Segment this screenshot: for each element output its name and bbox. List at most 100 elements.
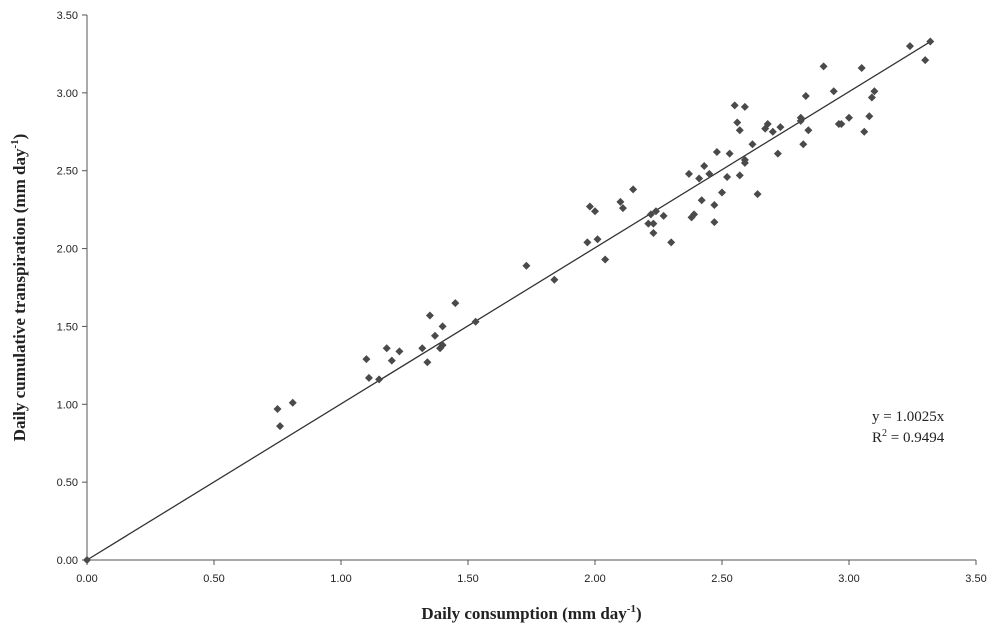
r-squared-prefix: R	[872, 430, 882, 446]
x-tick-label: 3.00	[838, 573, 859, 585]
data-point	[382, 344, 391, 353]
data-point	[425, 311, 434, 320]
ticks: 0.00 0.50 1.00 1.50 2.00 2.50 3.00 3.50 0.00 0.50…	[57, 10, 987, 585]
data-point	[616, 197, 625, 206]
y-axis-title: Daily cumulative transpiration (mm day-1…	[9, 134, 29, 442]
trendline-equation: y = 1.0025x	[872, 409, 945, 425]
data-point	[763, 120, 772, 128]
data-point	[870, 87, 879, 96]
data-point	[857, 63, 866, 72]
data-point	[700, 162, 709, 171]
y-tick-label: 1.00	[57, 399, 78, 411]
data-point	[710, 200, 719, 209]
x-tick-label: 3.50	[965, 573, 986, 585]
data-point	[667, 238, 676, 247]
data-point	[799, 140, 808, 149]
r-squared-superscript: 2	[882, 428, 887, 439]
x-axis-title-end: )	[636, 604, 642, 623]
data-point	[921, 56, 930, 65]
x-tick-label: 0.50	[203, 573, 224, 585]
data-point	[705, 169, 714, 178]
data-point	[905, 42, 914, 51]
data-point	[430, 331, 439, 340]
data-point	[423, 358, 432, 367]
data-point	[804, 126, 813, 135]
data-point	[776, 123, 785, 132]
data-point	[837, 120, 846, 128]
data-point	[926, 37, 935, 46]
data-point	[649, 229, 658, 237]
trendline	[86, 41, 931, 561]
y-tick-label: 1.50	[57, 321, 78, 333]
data-point	[585, 202, 594, 211]
data-point	[583, 238, 592, 247]
data-point	[865, 112, 874, 121]
x-axis-title-main: Daily consumption (mm day	[421, 604, 627, 623]
data-point	[418, 344, 427, 353]
data-point	[646, 210, 655, 219]
data-point	[697, 196, 706, 205]
x-axis-title-superscript: -1	[627, 603, 636, 615]
x-tick-label: 2.50	[711, 573, 732, 585]
data-point	[471, 317, 480, 326]
data-point	[761, 124, 770, 133]
y-axis-title-main: Daily cumulative transpiration (mm day	[10, 148, 29, 441]
y-tick-label: 3.00	[57, 88, 78, 100]
data-point	[649, 219, 658, 228]
data-point	[362, 355, 371, 364]
data-point	[740, 102, 749, 111]
data-point	[618, 204, 627, 213]
data-point	[725, 149, 734, 158]
data-point	[801, 91, 810, 100]
data-point	[730, 101, 739, 110]
data-point	[593, 235, 602, 244]
x-tick-label: 0.00	[76, 573, 97, 585]
r-squared-label: R2 = 0.9494	[872, 428, 945, 446]
y-tick-label: 0.50	[57, 477, 78, 489]
data-point	[550, 275, 559, 284]
data-point	[735, 171, 744, 180]
y-tick-label: 3.50	[57, 10, 78, 22]
data-point	[768, 127, 777, 136]
data-point	[629, 185, 638, 194]
data-point	[773, 149, 782, 158]
data-point	[522, 261, 531, 270]
data-point	[695, 174, 704, 183]
data-point	[438, 322, 447, 331]
data-point	[591, 207, 599, 216]
data-point	[364, 373, 373, 382]
data-points	[83, 37, 935, 564]
x-tick-label: 2.00	[584, 573, 605, 585]
data-point	[395, 347, 404, 356]
data-point	[651, 207, 660, 216]
x-tick-label: 1.50	[457, 573, 478, 585]
data-point	[740, 158, 749, 167]
data-point	[860, 127, 869, 136]
data-point	[712, 148, 721, 157]
data-point	[748, 140, 757, 149]
x-axis-title: Daily consumption (mm day-1)	[421, 603, 641, 623]
data-point	[710, 218, 719, 227]
data-point	[438, 341, 447, 350]
data-point	[733, 118, 742, 127]
data-point	[387, 356, 396, 365]
trendline-group	[86, 41, 931, 561]
data-point	[723, 172, 732, 181]
r-squared-value: = 0.9494	[887, 430, 945, 446]
y-axis-title-superscript: -1	[9, 139, 21, 148]
data-point	[288, 398, 297, 407]
y-tick-label: 2.50	[57, 166, 78, 178]
data-point	[375, 375, 384, 384]
data-point	[690, 210, 699, 219]
y-tick-label: 2.00	[57, 244, 78, 256]
data-point	[83, 556, 91, 564]
y-tick-label: 0.00	[57, 555, 78, 567]
data-point	[451, 299, 460, 308]
data-point	[867, 93, 876, 102]
data-point	[735, 126, 744, 135]
x-tick-label: 1.00	[330, 573, 351, 585]
data-point	[273, 404, 282, 413]
data-point	[829, 87, 838, 96]
